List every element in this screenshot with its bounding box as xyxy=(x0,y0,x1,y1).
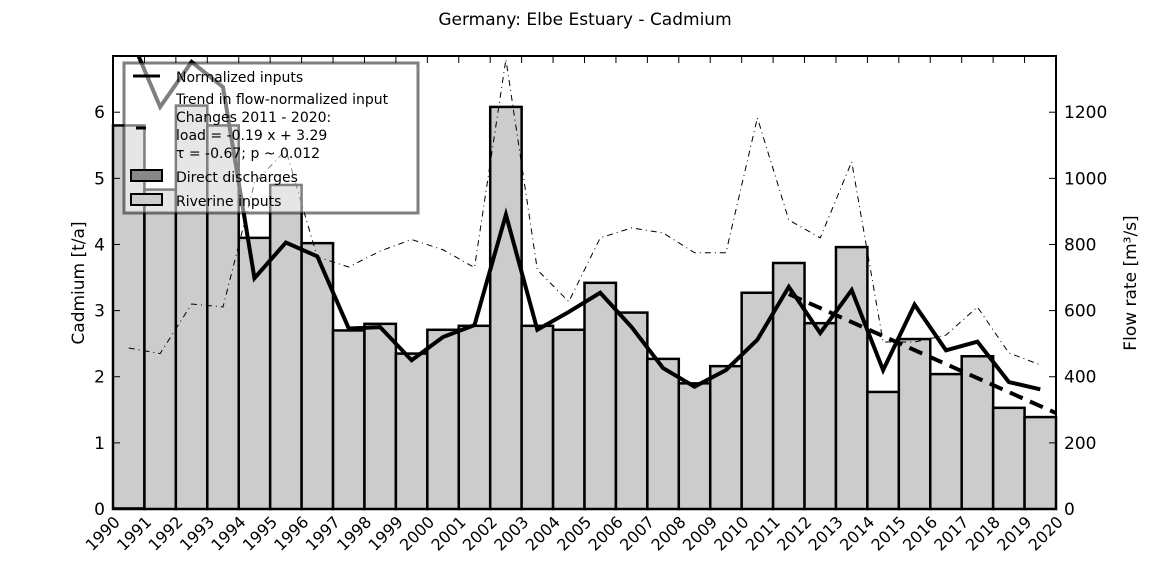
legend-riverine-swatch xyxy=(130,193,163,206)
riverine-bar-2008 xyxy=(677,382,712,511)
y2-tick-label: 1200 xyxy=(1064,103,1107,123)
x-tick-label: 2010 xyxy=(710,512,752,554)
y-tick-label: 4 xyxy=(94,235,105,255)
x-tick-label: 2000 xyxy=(396,512,438,554)
x-tick-label: 2002 xyxy=(459,512,501,554)
x-tick-label: 2004 xyxy=(522,512,564,554)
x-tick-label: 2005 xyxy=(553,512,595,554)
x-tick-label: 2015 xyxy=(867,512,909,554)
y2-tick-label: 800 xyxy=(1064,235,1096,255)
x-tick-label: 1994 xyxy=(207,512,249,554)
riverine-bar-2010 xyxy=(740,291,775,511)
riverine-bar-2006 xyxy=(614,311,649,511)
riverine-bar-2004 xyxy=(551,328,586,511)
y-tick-label: 0 xyxy=(94,500,105,520)
x-tick-label: 2011 xyxy=(742,512,784,554)
y2-tick-label: 1000 xyxy=(1064,169,1107,189)
legend-changes: Changes 2011 - 2020: xyxy=(176,110,331,126)
x-tick-label: 2003 xyxy=(490,512,532,554)
y-tick-label: 3 xyxy=(94,302,105,322)
x-tick-label: 2007 xyxy=(616,512,658,554)
legend-riverine: Riverine inputs xyxy=(176,194,281,210)
riverine-bar-2001 xyxy=(457,324,492,511)
x-tick-label: 2008 xyxy=(647,512,689,554)
trend-line xyxy=(788,292,1056,415)
y-tick-label: 6 xyxy=(94,103,105,123)
y2-tick-label: 200 xyxy=(1064,434,1096,454)
riverine-bar-2009 xyxy=(708,364,743,511)
x-tick-label: 1999 xyxy=(365,512,407,554)
riverine-bar-1998 xyxy=(363,322,398,511)
x-tick-label: 2001 xyxy=(427,512,469,554)
riverine-bar-2007 xyxy=(646,357,681,511)
riverine-bar-2016 xyxy=(929,372,963,511)
chart-title: Germany: Elbe Estuary - Cadmium xyxy=(438,10,731,30)
y-tick-label: 5 xyxy=(94,169,105,189)
x-tick-label: 1993 xyxy=(176,512,218,554)
x-tick-label: 1992 xyxy=(144,512,186,554)
riverine-bar-2002 xyxy=(488,105,523,511)
y-tick-label: 1 xyxy=(94,434,105,454)
y2-axis-label: Flow rate [m³/s] xyxy=(1121,215,1141,350)
normalized-inputs-line xyxy=(136,56,1041,392)
x-tick-label: 1995 xyxy=(239,512,281,554)
riverine-bar-1995 xyxy=(268,183,303,511)
legend-direct: Direct discharges xyxy=(176,170,298,186)
riverine-bar-2018 xyxy=(991,406,1026,511)
x-tick-label: 1990 xyxy=(82,512,124,554)
y-tick-label: 2 xyxy=(94,368,105,388)
riverine-bar-2012 xyxy=(803,321,838,511)
legend-box xyxy=(122,61,420,215)
y2-tick-label: 0 xyxy=(1064,500,1075,520)
x-tick-label: 2009 xyxy=(679,512,721,554)
x-tick-label: 2019 xyxy=(993,512,1035,554)
riverine-bar-2000 xyxy=(426,328,461,511)
legend-normalized: Normalized inputs xyxy=(176,70,303,86)
legend-trend: Trend in flow-normalized input xyxy=(175,92,389,108)
riverine-bar-2013 xyxy=(834,245,869,511)
riverine-bar-2014 xyxy=(866,390,901,511)
x-tick-label: 2017 xyxy=(930,512,972,554)
legend-direct-swatch xyxy=(130,169,163,182)
x-tick-label: 2018 xyxy=(962,512,1004,554)
y2-tick-label: 400 xyxy=(1064,368,1096,388)
y2-tick-label: 600 xyxy=(1064,302,1096,322)
riverine-bar-2019 xyxy=(1023,415,1058,511)
y-axis-label: Cadmium [t/a] xyxy=(69,221,89,344)
x-tick-label: 2020 xyxy=(1025,512,1067,554)
riverine-bar-2003 xyxy=(520,324,555,511)
x-tick-label: 2014 xyxy=(836,512,878,554)
x-tick-label: 1997 xyxy=(302,512,344,554)
riverine-bar-1999 xyxy=(394,352,429,511)
riverine-bar-2015 xyxy=(897,337,932,511)
x-tick-label: 2012 xyxy=(773,512,815,554)
x-tick-label: 1996 xyxy=(270,512,312,554)
x-tick-label: 2013 xyxy=(805,512,847,554)
x-tick-label: 1991 xyxy=(113,512,155,554)
riverine-bar-2005 xyxy=(583,281,618,511)
x-tick-label: 2006 xyxy=(585,512,627,554)
riverine-bar-1997 xyxy=(331,329,366,511)
x-tick-label: 2016 xyxy=(899,512,941,554)
legend-load-formula: load = -0.19 x + 3.29 xyxy=(176,128,327,144)
legend: Normalized inputs Trend in flow-normaliz… xyxy=(122,61,420,215)
x-tick-label: 1998 xyxy=(333,512,375,554)
riverine-bar-1991 xyxy=(143,188,178,511)
legend-tau: τ = -0.67; p ~ 0.012 xyxy=(176,146,320,162)
